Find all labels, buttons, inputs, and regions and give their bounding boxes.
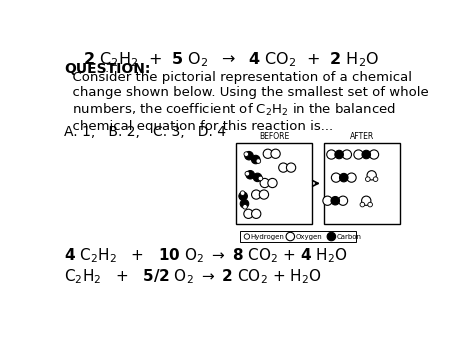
Circle shape <box>354 150 363 159</box>
Circle shape <box>252 155 260 164</box>
Circle shape <box>331 196 339 205</box>
Circle shape <box>258 176 263 181</box>
Circle shape <box>239 192 248 200</box>
Circle shape <box>259 190 269 199</box>
Circle shape <box>287 163 296 172</box>
Circle shape <box>271 149 280 159</box>
Circle shape <box>263 149 273 159</box>
Circle shape <box>373 177 378 182</box>
Circle shape <box>331 173 341 182</box>
Circle shape <box>243 204 248 209</box>
Circle shape <box>246 171 255 179</box>
Circle shape <box>260 178 270 188</box>
Circle shape <box>327 150 336 159</box>
Circle shape <box>365 177 370 182</box>
Circle shape <box>240 199 249 208</box>
Circle shape <box>240 191 245 195</box>
Circle shape <box>327 232 336 241</box>
Circle shape <box>279 163 288 172</box>
Bar <box>240 231 356 242</box>
Circle shape <box>244 234 250 239</box>
Text: Consider the pictorial representation of a chemical
  change shown below. Using : Consider the pictorial representation of… <box>64 71 429 133</box>
Text: Oxygen: Oxygen <box>296 234 323 240</box>
Circle shape <box>369 150 378 159</box>
Text: $\mathbf{4}$ C$_2$H$_2$   +   $\mathbf{10}$ O$_2$ $\rightarrow$ $\mathbf{8}$ CO$: $\mathbf{4}$ C$_2$H$_2$ + $\mathbf{10}$ … <box>64 246 347 265</box>
Circle shape <box>256 159 261 163</box>
Circle shape <box>268 178 277 188</box>
Circle shape <box>244 152 248 156</box>
Circle shape <box>286 232 295 241</box>
Bar <box>324 143 400 224</box>
Text: A. 1,   B. 2,   C. 3,   D. 4: A. 1, B. 2, C. 3, D. 4 <box>64 125 226 139</box>
Circle shape <box>362 150 370 159</box>
Text: AFTER: AFTER <box>350 132 374 141</box>
Circle shape <box>252 190 261 199</box>
Circle shape <box>368 202 373 207</box>
Circle shape <box>245 171 250 176</box>
Circle shape <box>367 171 376 180</box>
Text: C$_2$H$_2$   +   $\mathbf{5/2}$ O$_2$ $\rightarrow$ $\mathbf{2}$ CO$_2$ + H$_2$O: C$_2$H$_2$ + $\mathbf{5/2}$ O$_2$ $\righ… <box>64 268 322 286</box>
Text: Carbon: Carbon <box>337 234 362 240</box>
Circle shape <box>362 196 371 206</box>
Text: Hydrogen: Hydrogen <box>251 234 285 240</box>
Circle shape <box>342 150 351 159</box>
Text: BEFORE: BEFORE <box>259 132 289 141</box>
Circle shape <box>338 196 348 206</box>
Text: QUESTION:: QUESTION: <box>64 62 150 76</box>
Circle shape <box>244 209 253 218</box>
Bar <box>236 143 312 224</box>
Circle shape <box>252 209 261 218</box>
Circle shape <box>335 150 343 159</box>
Circle shape <box>323 196 332 206</box>
Circle shape <box>360 202 364 207</box>
Circle shape <box>253 173 262 182</box>
Circle shape <box>245 151 253 160</box>
Text: $\mathbf{2}$ C$_2$H$_2$  +  $\mathbf{5}$ O$_2$  $\rightarrow$  $\mathbf{4}$ CO$_: $\mathbf{2}$ C$_2$H$_2$ + $\mathbf{5}$ O… <box>82 50 379 69</box>
Circle shape <box>347 173 356 182</box>
Circle shape <box>339 173 348 182</box>
